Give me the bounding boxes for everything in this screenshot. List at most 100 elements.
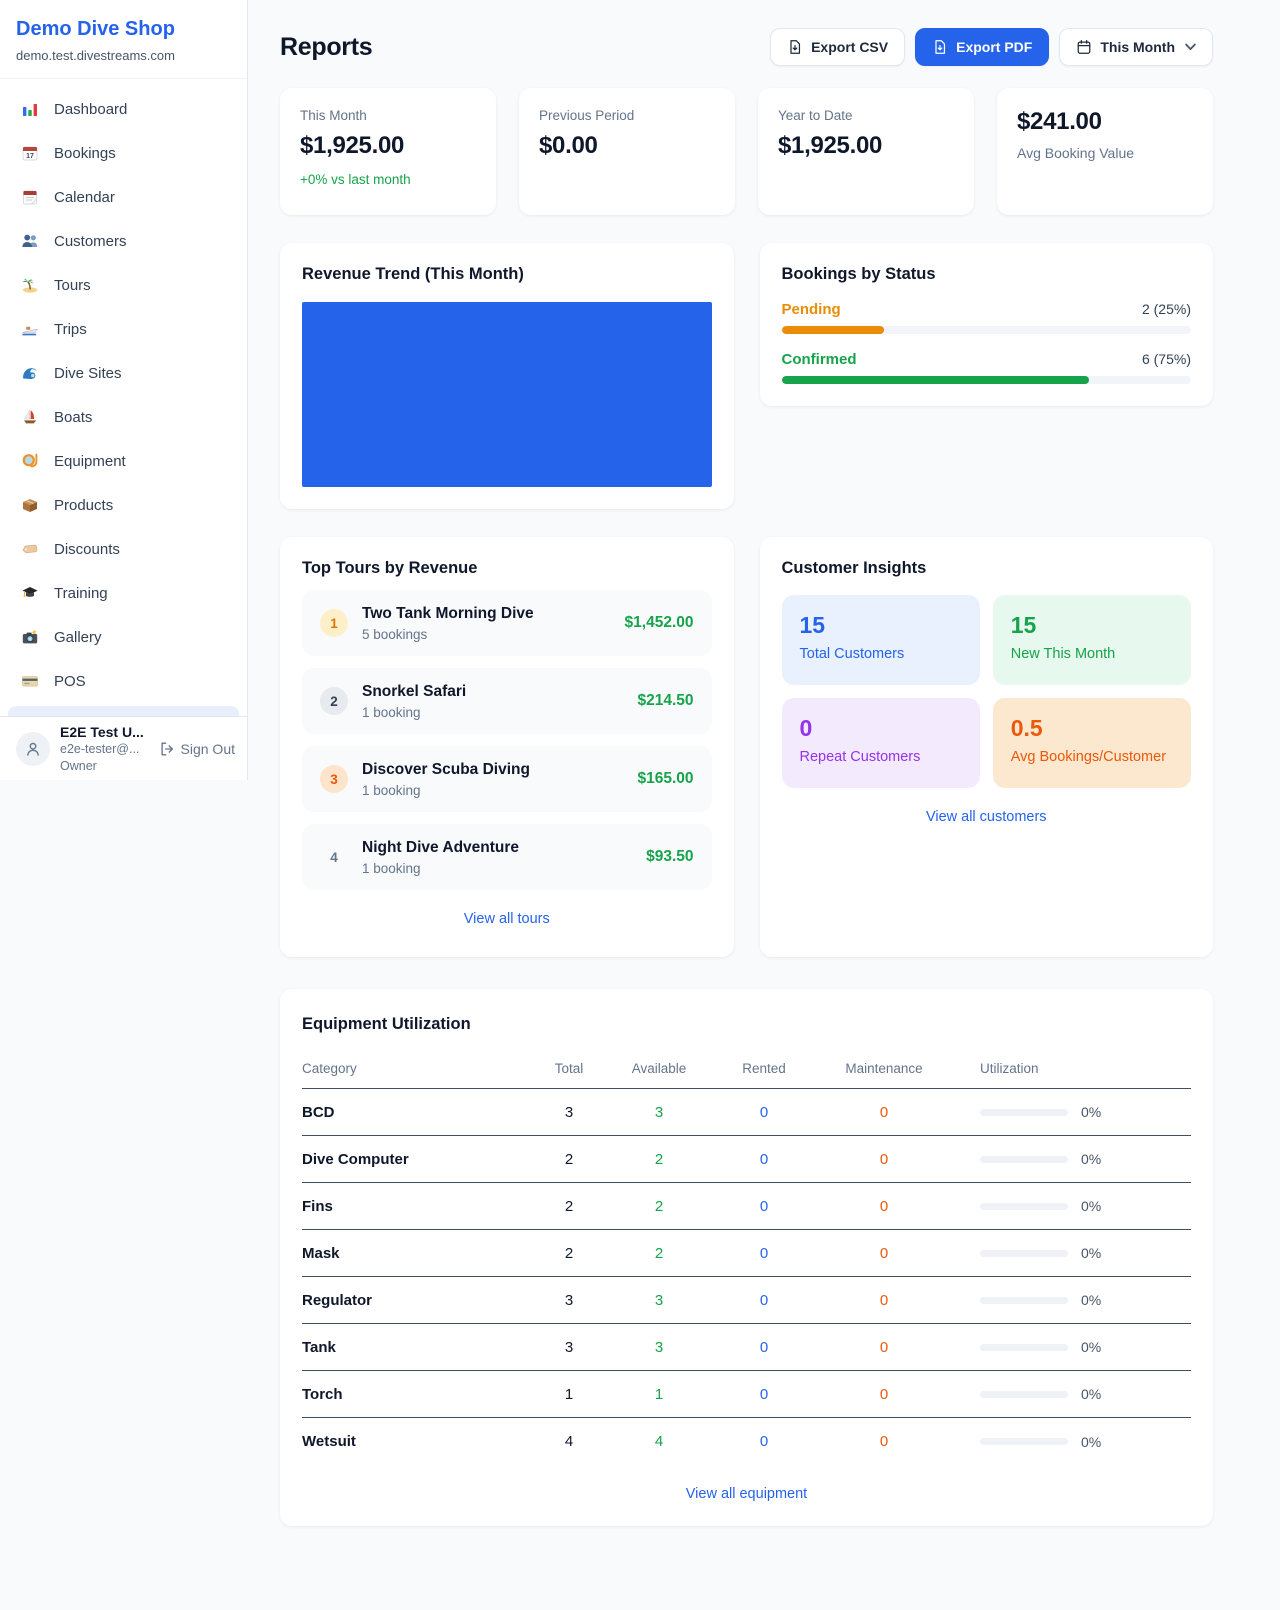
column-header-utilization: Utilization <box>980 1061 1039 1076</box>
sidebar-item-discounts[interactable]: Discounts <box>8 531 239 567</box>
tile-value: 15 <box>799 612 826 638</box>
sidebar-item-products[interactable]: Products <box>8 487 239 523</box>
cell-total: 1 <box>564 1385 574 1403</box>
cell-available: 2 <box>654 1150 664 1168</box>
gallery-icon <box>20 627 40 647</box>
equipment-icon <box>20 451 40 471</box>
cell-total: 3 <box>564 1103 574 1121</box>
export-pdf-button[interactable]: Export PDF <box>915 28 1050 66</box>
tile-value: 15 <box>1010 612 1037 638</box>
sidebar-item-dashboard[interactable]: Dashboard <box>8 91 239 127</box>
cell-maintenance: 0 <box>879 1244 889 1262</box>
tour-bookings: 5 bookings <box>362 626 428 642</box>
svg-text:17: 17 <box>26 153 34 160</box>
sidebar-item-label: Trips <box>54 320 87 338</box>
equipment-utilization-title: Equipment Utilization <box>302 1015 471 1033</box>
brand-name[interactable]: Demo Dive Shop <box>16 18 175 40</box>
sidebar-item-tours[interactable]: Tours <box>8 267 239 303</box>
utilization-percent: 0% <box>1081 1292 1102 1308</box>
status-count: 2 (25%) <box>1141 301 1191 317</box>
cell-total: 3 <box>564 1291 574 1309</box>
stat-label: Avg Booking Value <box>1017 145 1135 161</box>
tour-row: 3 Discover Scuba Diving 1 booking $165.0… <box>302 746 712 812</box>
insight-tile-total-customers: 15 Total Customers <box>781 595 980 685</box>
cell-available: 4 <box>654 1433 664 1450</box>
view-all-customers-link[interactable]: View all customers <box>925 809 1047 825</box>
view-all-tours-link[interactable]: View all tours <box>463 911 550 927</box>
tour-name: Two Tank Morning Dive <box>362 604 534 622</box>
sidebar-item-label: POS <box>54 672 86 690</box>
utilization-percent: 0% <box>1081 1339 1102 1355</box>
table-row: Wetsuit 4 4 0 0 0% <box>302 1418 1191 1465</box>
charts-row: Revenue Trend (This Month) Bookings by S… <box>280 243 1213 509</box>
stat-card-previous-period: Previous Period $0.00 <box>519 88 735 215</box>
view-all-equipment-link[interactable]: View all equipment <box>685 1486 808 1502</box>
column-header-total: Total <box>554 1061 584 1076</box>
status-row-confirmed: Confirmed 6 (75%) <box>781 351 1191 384</box>
tour-bookings: 1 booking <box>362 860 421 876</box>
customer-insights-title: Customer Insights <box>781 559 927 577</box>
equipment-utilization-card: Equipment Utilization Category Total Ava… <box>280 989 1213 1526</box>
export-csv-label: Export CSV <box>811 39 889 55</box>
utilization-percent: 0% <box>1081 1198 1102 1214</box>
tours-icon <box>20 275 40 295</box>
header-actions: Export CSV Export PDF This Month <box>770 28 1213 66</box>
cell-total: 3 <box>564 1338 574 1356</box>
tile-label: Avg Bookings/Customer <box>1010 749 1167 765</box>
stat-delta: +0% vs last month <box>300 172 411 187</box>
utilization-bar <box>980 1343 1068 1351</box>
page-title: Reports <box>280 32 373 61</box>
sidebar-item-training[interactable]: Training <box>8 575 239 611</box>
sidebar-item-pos[interactable]: POS <box>8 663 239 699</box>
sidebar-nav: Dashboard 17 Bookings Calendar Customers <box>0 79 247 699</box>
utilization-bar <box>980 1438 1068 1445</box>
status-label: Confirmed <box>781 351 857 368</box>
avatar <box>16 731 50 766</box>
page-header: Reports Export CSV Export PDF This Month <box>280 28 1213 66</box>
cell-rented: 0 <box>759 1244 769 1262</box>
top-tours-card: Top Tours by Revenue 1 Two Tank Morning … <box>280 537 734 957</box>
sidebar-item-label: Dive Sites <box>54 364 122 382</box>
sidebar-item-dive-sites[interactable]: Dive Sites <box>8 355 239 391</box>
insight-tile-repeat-customers: 0 Repeat Customers <box>781 698 980 788</box>
insight-tile-new-this-month: 15 New This Month <box>992 595 1191 685</box>
export-pdf-label: Export PDF <box>956 39 1033 55</box>
tile-label: Total Customers <box>799 646 905 662</box>
export-csv-button[interactable]: Export CSV <box>770 28 906 66</box>
cell-category: Tank <box>302 1338 336 1356</box>
cell-maintenance: 0 <box>879 1291 889 1309</box>
table-row: Tank 3 3 0 0 0% <box>302 1324 1191 1371</box>
sidebar-item-boats[interactable]: Boats <box>8 399 239 435</box>
tour-bookings: 1 booking <box>362 704 421 720</box>
customers-icon <box>20 231 40 251</box>
sidebar-item-gallery[interactable]: Gallery <box>8 619 239 655</box>
utilization-percent: 0% <box>1081 1151 1102 1167</box>
sidebar-item-bookings[interactable]: 17 Bookings <box>8 135 239 171</box>
training-icon <box>20 583 40 603</box>
cell-maintenance: 0 <box>879 1338 889 1356</box>
sidebar-item-label: Bookings <box>54 144 116 162</box>
cell-available: 1 <box>654 1385 664 1403</box>
period-dropdown[interactable]: This Month <box>1059 28 1213 66</box>
sidebar-item-customers[interactable]: Customers <box>8 223 239 259</box>
sidebar-item-trips[interactable]: Trips <box>8 311 239 347</box>
user-email: e2e-tester@... <box>60 742 140 757</box>
bookings-by-status-card: Bookings by Status Pending 2 (25%) Confi… <box>759 243 1213 406</box>
tour-amount: $165.00 <box>637 770 694 787</box>
utilization-bar <box>980 1296 1068 1304</box>
sidebar-item-label: Products <box>54 496 114 514</box>
cell-category: Regulator <box>302 1291 373 1309</box>
cell-category: Fins <box>302 1197 333 1215</box>
stat-value: $1,925.00 <box>778 132 883 159</box>
cell-rented: 0 <box>759 1291 769 1309</box>
sidebar-item-calendar[interactable]: Calendar <box>8 179 239 215</box>
cell-rented: 0 <box>759 1197 769 1215</box>
cell-rented: 0 <box>759 1103 769 1121</box>
cell-total: 4 <box>564 1433 574 1450</box>
main-content: Reports Export CSV Export PDF This Month <box>248 0 1280 1571</box>
insight-tile-avg-bookings: 0.5 Avg Bookings/Customer <box>992 698 1191 788</box>
cell-available: 3 <box>654 1103 664 1121</box>
sign-out-button[interactable]: Sign Out <box>159 741 235 757</box>
sidebar-item-equipment[interactable]: Equipment <box>8 443 239 479</box>
equipment-table-header: Category Total Available Rented Maintena… <box>302 1049 1191 1089</box>
